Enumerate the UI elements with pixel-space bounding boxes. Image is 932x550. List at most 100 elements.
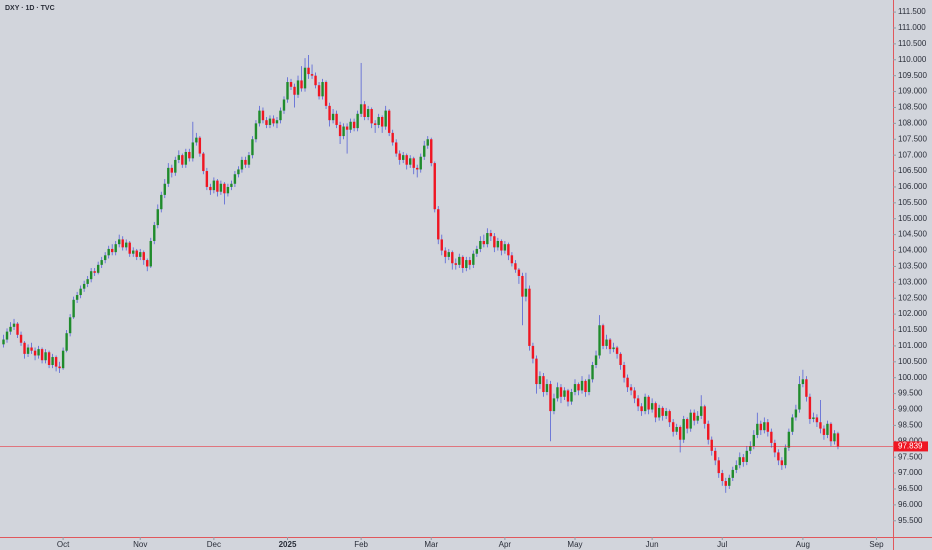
candle-body: [293, 86, 296, 95]
candle-body: [801, 379, 805, 385]
candle-body: [409, 158, 412, 165]
y-tick-label: 98.500: [898, 421, 923, 430]
candle-body: [738, 457, 741, 466]
candle-body: [742, 457, 745, 462]
candle-body: [826, 423, 829, 435]
y-tick-label: 97.000: [898, 468, 923, 477]
candle-body: [132, 250, 135, 254]
candle-body: [226, 186, 230, 194]
candle-body: [307, 67, 310, 75]
candle-body: [657, 407, 661, 418]
x-tick-label: Oct: [57, 540, 70, 549]
candle-body: [675, 426, 678, 432]
candle-body: [191, 142, 195, 159]
candle-body: [314, 75, 317, 86]
candle-body: [268, 118, 272, 125]
candle-body: [524, 288, 528, 297]
candle-body: [580, 380, 584, 391]
candle-body: [493, 236, 496, 248]
candle-body: [26, 347, 30, 354]
candle-body: [174, 159, 177, 173]
candle-body: [377, 117, 380, 125]
candle-body: [156, 209, 159, 226]
candle-body: [805, 379, 808, 397]
y-tick-label: 102.000: [898, 309, 927, 318]
candle-body: [759, 423, 763, 431]
candle-body: [475, 248, 479, 254]
candle-body: [216, 180, 219, 192]
candle-body: [440, 239, 443, 251]
candle-body: [310, 74, 314, 76]
x-tick-label: Nov: [133, 540, 147, 549]
y-tick-label: 99.500: [898, 389, 923, 398]
y-tick-label: 107.000: [898, 150, 927, 159]
candle-body: [629, 387, 633, 391]
candle-body: [531, 345, 535, 359]
y-tick-label: 97.500: [898, 452, 923, 461]
candle-body: [416, 167, 419, 170]
candle-body: [30, 347, 33, 351]
candle-body: [118, 239, 121, 245]
y-tick-label: 99.000: [898, 405, 923, 414]
candle-body: [335, 113, 338, 125]
candle-body: [703, 406, 706, 424]
candle-body: [128, 242, 131, 254]
candle-body: [479, 240, 482, 249]
candle-body: [559, 387, 563, 397]
candle-body: [619, 353, 622, 365]
candle-body: [149, 240, 152, 267]
candle-body: [401, 155, 405, 160]
candle-body: [202, 153, 205, 172]
candle-body: [647, 396, 650, 410]
candle-body: [373, 123, 377, 125]
candle-body: [209, 186, 212, 191]
candle-body: [265, 120, 268, 125]
candle-body: [510, 255, 514, 264]
candle-body: [577, 384, 580, 391]
candle-body: [68, 317, 72, 334]
candle-body: [682, 419, 685, 440]
candle-body: [5, 331, 9, 340]
candle-body: [352, 121, 356, 129]
y-tick-label: 101.500: [898, 325, 927, 334]
x-tick-label: Apr: [499, 540, 512, 549]
candle-body: [794, 409, 798, 418]
candle-body: [139, 252, 142, 257]
candle-body: [461, 256, 465, 269]
candle-body: [584, 380, 587, 393]
last-price-label: 97.839: [898, 442, 923, 451]
candle-body: [251, 139, 254, 156]
candle-body: [328, 105, 331, 121]
candle-body: [317, 85, 321, 97]
candle-body: [247, 155, 251, 165]
candle-body: [75, 295, 79, 300]
candle-body: [342, 126, 345, 137]
candle-body: [605, 339, 608, 346]
y-tick-label: 110.500: [898, 39, 927, 48]
y-tick-label: 107.500: [898, 134, 927, 143]
candle-body: [678, 426, 682, 440]
candle-body: [184, 151, 188, 165]
candle-body: [563, 390, 566, 397]
y-tick-label: 98.000: [898, 436, 923, 445]
y-tick-label: 101.000: [898, 341, 927, 350]
candle-body: [707, 423, 710, 440]
x-tick-label: Jul: [717, 540, 727, 549]
candle-body: [163, 183, 166, 195]
x-tick-label: Dec: [207, 540, 221, 549]
candle-body: [591, 364, 594, 380]
candle-body: [636, 398, 640, 407]
candle-body: [633, 390, 636, 399]
y-tick-label: 104.500: [898, 230, 927, 239]
y-tick-label: 108.500: [898, 103, 927, 112]
candle-body: [763, 422, 766, 431]
candle-body: [836, 433, 840, 447]
y-tick-label: 100.000: [898, 373, 927, 382]
candle-body: [153, 225, 156, 241]
candle-body: [96, 264, 100, 273]
candle-body: [749, 446, 752, 451]
candle-body: [121, 239, 124, 248]
candle-body: [61, 350, 65, 369]
